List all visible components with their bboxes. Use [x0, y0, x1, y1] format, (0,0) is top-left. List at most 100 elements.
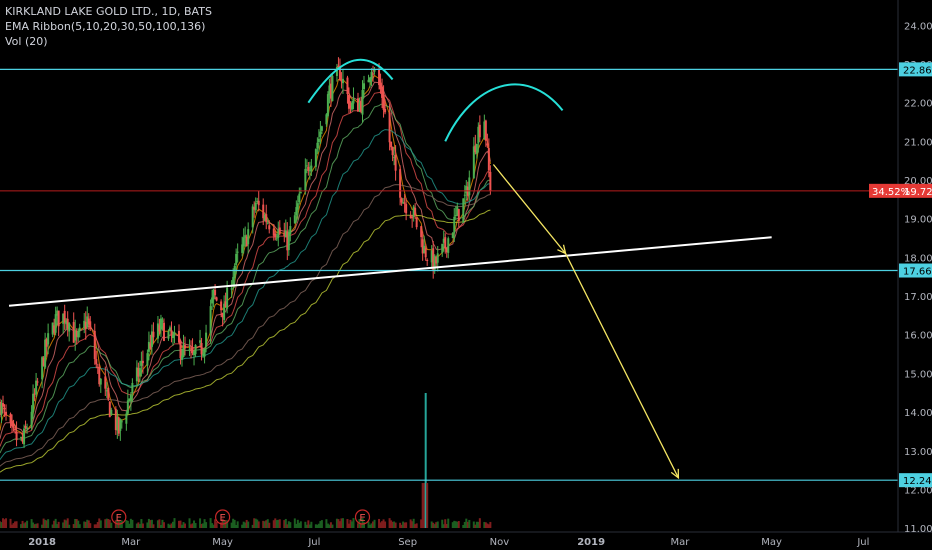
volume-bar: [411, 521, 414, 528]
candle-body: [400, 198, 403, 203]
volume-bar: [173, 518, 176, 528]
volume-bar: [474, 524, 477, 528]
candle-body: [486, 143, 489, 146]
candle-body: [149, 343, 152, 349]
volume-bar: [390, 520, 393, 528]
candle-body: [388, 112, 391, 143]
candle-body: [372, 73, 375, 75]
volume-bar: [256, 519, 259, 528]
volume-bar: [170, 523, 173, 528]
symbol-title[interactable]: KIRKLAND LAKE GOLD LTD., 1D, BATS: [5, 5, 212, 18]
candle-body: [108, 401, 111, 418]
candle-body: [220, 301, 223, 311]
candle-body: [254, 202, 257, 211]
volume-bar: [203, 519, 206, 528]
candle-body: [230, 288, 233, 290]
volume-bar: [23, 523, 26, 528]
volume-bar: [45, 520, 48, 528]
candle-body: [33, 393, 36, 395]
candle-body: [346, 77, 349, 95]
volume-bar: [233, 519, 236, 528]
volume-bar: [184, 523, 187, 528]
volume-bar: [135, 523, 138, 528]
volume-bar: [326, 523, 329, 528]
candle-body: [125, 413, 128, 424]
price-tick-label: 22.00: [904, 99, 932, 110]
candle-body: [138, 368, 141, 376]
candle-body: [233, 265, 236, 279]
candle-body: [393, 157, 396, 159]
volume-bar: [405, 522, 408, 528]
price-tick-label: 18.00: [904, 253, 932, 264]
chart-legend: KIRKLAND LAKE GOLD LTD., 1D, BATS EMA Ri…: [5, 4, 212, 49]
candle-body: [72, 322, 75, 343]
volume-bar: [211, 523, 214, 528]
candle-body: [349, 105, 352, 108]
volume-bar: [335, 518, 338, 528]
candle-body: [78, 327, 81, 331]
time-tick-label: 2018: [28, 537, 56, 548]
volume-bar: [245, 519, 248, 528]
candle-body: [96, 367, 99, 369]
candle-body: [245, 236, 248, 247]
volume-bar: [36, 523, 39, 528]
volume-bar: [384, 521, 387, 528]
candle-body: [77, 331, 80, 338]
volume-bar: [277, 519, 280, 528]
volume-bar: [253, 518, 256, 528]
candle-body: [277, 229, 280, 238]
volume-bar: [310, 521, 313, 528]
candle-body: [182, 344, 185, 358]
volume-bar: [319, 521, 322, 528]
price-tick-label: 12.00: [904, 485, 932, 496]
candle-body: [41, 357, 44, 380]
volume-bar: [51, 524, 54, 528]
candle-body: [105, 390, 108, 392]
volume-bar: [275, 520, 278, 528]
time-tick-label: Jul: [856, 537, 869, 548]
volume-bar: [349, 519, 352, 528]
candle-body: [171, 334, 174, 339]
projection-arrow: [492, 164, 567, 254]
candle-body: [32, 393, 35, 413]
volume-bar: [75, 519, 78, 528]
volume-bar: [391, 521, 394, 528]
volume-legend[interactable]: Vol (20): [5, 35, 48, 48]
candle-body: [399, 169, 402, 198]
candle-body: [272, 228, 275, 236]
candle-body: [126, 400, 129, 414]
volume-bar: [483, 521, 486, 528]
volume-bar: [265, 520, 268, 528]
earnings-marker: E: [215, 509, 231, 525]
volume-bar: [308, 524, 311, 528]
volume-bar: [370, 523, 373, 528]
candle-body: [36, 381, 39, 383]
candle-body: [23, 428, 26, 445]
volume-bar: [426, 483, 429, 528]
candle-body: [373, 68, 376, 72]
candle-body: [184, 345, 187, 349]
candle-body: [441, 243, 444, 254]
volume-bar: [147, 518, 150, 528]
time-axis[interactable]: 2018 Mar May Jul Sep Nov 2019 Mar May Jul: [28, 537, 869, 548]
candle-body: [415, 217, 418, 228]
volume-bar: [402, 521, 405, 528]
volume-bar: [26, 520, 29, 528]
volume-bar: [478, 518, 481, 528]
candle-body: [247, 229, 250, 245]
ema-ribbon-legend[interactable]: EMA Ribbon(5,10,20,30,50,100,136): [5, 20, 206, 33]
candle-body: [451, 233, 454, 239]
volume-bar: [475, 521, 478, 528]
candle-body: [236, 251, 239, 253]
price-tick-label: 14.00: [904, 408, 932, 419]
volume-bar: [457, 521, 460, 528]
candle-body: [117, 417, 120, 434]
volume-bar: [20, 524, 23, 528]
volume-bar: [424, 393, 427, 528]
candle-body: [131, 382, 134, 394]
candle-body: [193, 351, 196, 356]
volume-bar: [114, 520, 117, 528]
candle-body: [191, 347, 194, 354]
